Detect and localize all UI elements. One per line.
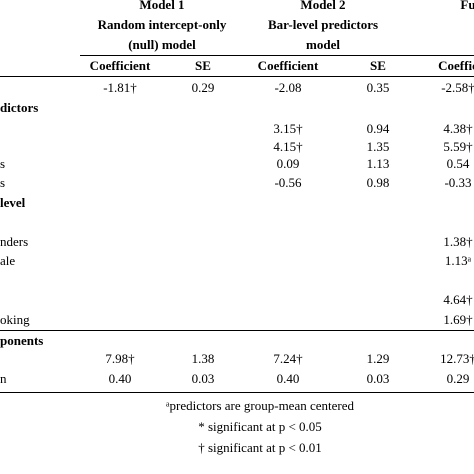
cell: 1.35 [366, 139, 390, 154]
model-header: Model 1 [139, 0, 185, 12]
model-header: Random intercept-only [97, 17, 227, 32]
row-label: n [0, 371, 7, 386]
rule [0, 392, 474, 393]
cell: 0.29 [191, 80, 215, 95]
cell: 1.13ᵃ [444, 253, 472, 268]
model-header: Fu [460, 0, 474, 12]
row-label: nders [0, 234, 29, 249]
cell: 0.29 [446, 371, 470, 386]
column-header: SE [370, 58, 386, 73]
cell: -2.08 [274, 80, 302, 95]
cell: 0.54 [446, 156, 470, 171]
rule [0, 330, 474, 331]
cell: 5.59† [443, 139, 473, 154]
cell: 0.35 [366, 80, 390, 95]
model-header: Bar-level predictors [267, 17, 379, 32]
cell: 0.09 [276, 156, 300, 171]
section-label: level [0, 195, 26, 210]
cell: 0.03 [191, 371, 215, 386]
model-header: model [306, 37, 340, 52]
footnote: † significant at p < 0.01 [198, 440, 322, 455]
cell: -1.81† [103, 80, 137, 95]
rule [80, 55, 474, 56]
cell: 0.94 [366, 121, 390, 136]
row-label: ale [0, 253, 16, 268]
column-header: SE [195, 58, 211, 73]
footnote: ᵃpredictors are group-mean centered [166, 398, 354, 413]
cell: -0.56 [274, 175, 302, 190]
cell: -0.33 [444, 175, 472, 190]
column-header: Coefficient [257, 58, 319, 73]
cell: 7.98† [105, 351, 135, 366]
cell: 1.69† [443, 312, 473, 327]
cell: 0.03 [366, 371, 390, 386]
row-label: oking [0, 312, 30, 327]
cell: 0.40 [276, 371, 300, 386]
cell: 4.64† [443, 292, 473, 307]
section-label: ponents [0, 333, 44, 348]
cell: 1.38 [191, 351, 215, 366]
row-label: s [0, 175, 6, 190]
cell: 1.38† [443, 234, 473, 249]
cell: 4.38† [443, 121, 473, 136]
footnote: * significant at p < 0.05 [198, 419, 322, 434]
model-header: (null) model [128, 37, 196, 52]
cell: 4.15† [273, 139, 303, 154]
model-header: Model 2 [300, 0, 346, 12]
cell: 1.29 [366, 351, 390, 366]
column-header: Coefficient [89, 58, 151, 73]
cell: 7.24† [273, 351, 303, 366]
rule [0, 76, 474, 77]
section-label: dictors [0, 100, 39, 115]
cell: 0.98 [366, 175, 390, 190]
cell: -2.58† [441, 80, 474, 95]
cell: 12.73† [440, 351, 474, 366]
column-header: Coeffic [438, 58, 474, 73]
cell: 3.15† [273, 121, 303, 136]
cell: 1.13 [366, 156, 390, 171]
row-label: s [0, 156, 6, 171]
cell: 0.40 [108, 371, 132, 386]
